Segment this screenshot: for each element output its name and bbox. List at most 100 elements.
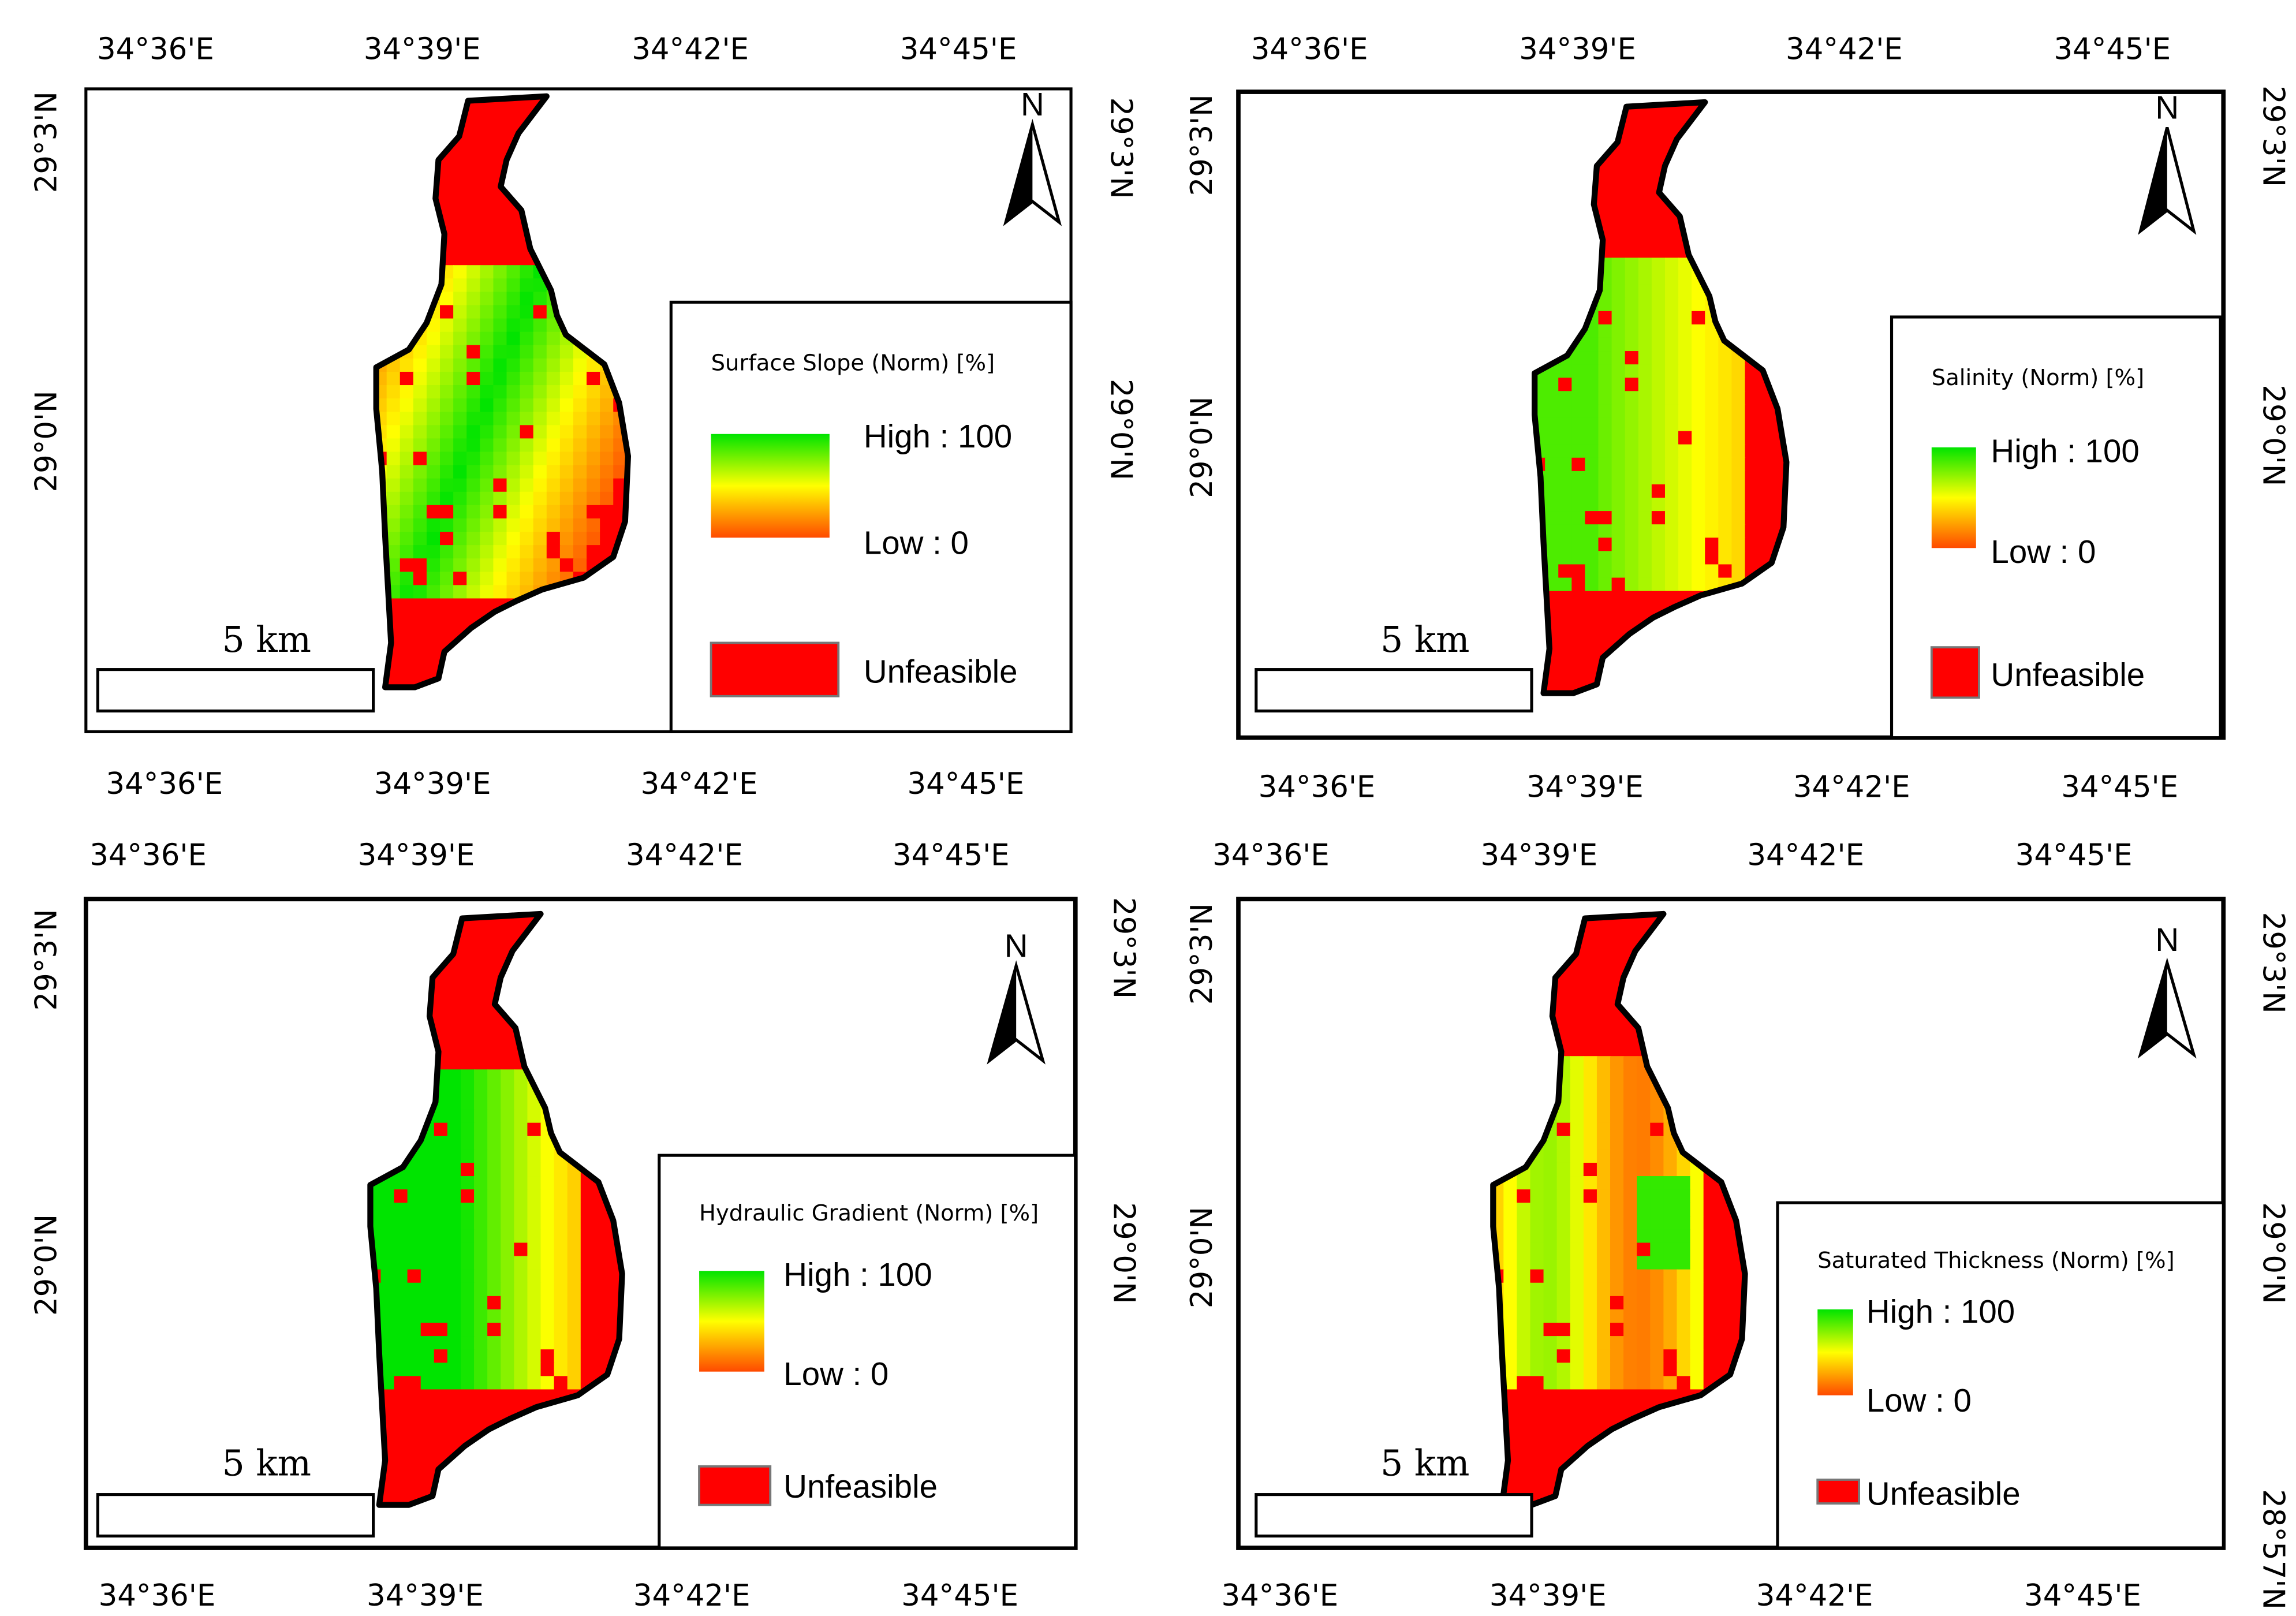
lon-tick-labels-top: 34°36'E 34°39'E 34°42'E 34°45'E [97, 32, 1017, 67]
lat-tick-labels-right: 29°3'N 29°0'N [1106, 897, 1141, 1304]
legend-high-label: High : 100 [1866, 1293, 2015, 1330]
scale-bar: 5 km [96, 619, 375, 713]
legend-unfeasible-label: Unfeasible [864, 654, 1018, 690]
panel-salinity: 34°36'E 34°39'E 34°42'E 34°45'E 34°36'E … [1185, 32, 2291, 805]
legend-unfeasible-swatch [1930, 646, 1980, 699]
legend: Hydraulic Gradient (Norm) [%] High : 100… [658, 1154, 1077, 1550]
lon-label-top: 34°39'E [1481, 838, 1598, 872]
legend: Saturated Thickness (Norm) [%] High : 10… [1776, 1201, 2225, 1550]
north-label: N [2155, 921, 2179, 958]
scale-bar-label: 5 km [1380, 1442, 1469, 1484]
lon-label-top: 34°45'E [2054, 32, 2171, 67]
lat-tick-labels-right: 29°3'N 29°0'N 28°57'N [2256, 912, 2291, 1610]
legend: Salinity (Norm) [%] High : 100 Low : 0 U… [1890, 315, 2222, 740]
lat-label-left: 29°3'N [29, 909, 64, 1010]
lon-label-bottom: 34°42'E [1793, 770, 1910, 804]
lon-tick-labels-top: 34°36'E 34°39'E 34°42'E 34°45'E [1251, 32, 2171, 67]
lat-label-right: 29°3'N [2256, 85, 2291, 187]
lon-label-top: 34°39'E [364, 32, 481, 67]
lon-label-top: 34°45'E [900, 32, 1017, 67]
north-arrow: N [2137, 921, 2197, 1059]
lon-tick-labels-top: 34°36'E 34°39'E 34°42'E 34°45'E [89, 838, 1009, 872]
lon-label-bottom: 34°39'E [367, 1578, 484, 1613]
lon-label-bottom: 34°39'E [1489, 1578, 1607, 1613]
lon-label-bottom: 34°39'E [1526, 770, 1644, 804]
scale-bar-label: 5 km [222, 1442, 311, 1484]
legend-unfeasible-label: Unfeasible [783, 1468, 938, 1505]
lat-tick-labels-left: 29°3'N 29°0'N [29, 91, 64, 492]
lat-tick-labels-left: 29°3'N 29°0'N [29, 909, 64, 1316]
legend-low-label: Low : 0 [783, 1356, 888, 1392]
lat-label-left: 29°0'N [1185, 1207, 1219, 1308]
legend-gradient-swatch [1817, 1309, 1853, 1395]
scale-bar-label: 5 km [1380, 619, 1469, 660]
legend-low-label: Low : 0 [864, 525, 969, 561]
lon-label-top: 34°45'E [2015, 838, 2133, 872]
lat-label-right: 29°3'N [2256, 912, 2291, 1014]
lon-label-bottom: 34°36'E [1259, 770, 1376, 804]
lon-tick-labels-bottom: 34°36'E 34°39'E 34°42'E 34°45'E [99, 1578, 1018, 1613]
lon-label-bottom: 34°45'E [2061, 770, 2178, 804]
legend-title: Hydraulic Gradient (Norm) [%] [699, 1200, 1039, 1226]
lat-label-right: 28°57'N [2256, 1489, 2291, 1610]
lon-label-top: 34°42'E [626, 838, 743, 872]
legend-unfeasible-swatch [710, 641, 840, 697]
north-arrow: N [2138, 89, 2197, 235]
lat-label-right: 29°3'N [1106, 897, 1141, 999]
north-arrow: N [987, 927, 1046, 1065]
lon-label-bottom: 34°45'E [908, 767, 1025, 801]
legend-high-label: High : 100 [783, 1256, 932, 1293]
north-label: N [1005, 927, 1028, 964]
legend-gradient-swatch [1931, 447, 1976, 548]
lon-label-bottom: 34°45'E [901, 1578, 1018, 1613]
lon-tick-labels-bottom: 34°36'E 34°39'E 34°42'E 34°45'E [106, 767, 1024, 801]
legend-title: Saturated Thickness (Norm) [%] [1817, 1248, 2174, 1274]
lon-label-bottom: 34°39'E [374, 767, 491, 801]
lat-label-left: 29°0'N [29, 391, 64, 492]
lon-label-top: 34°42'E [632, 32, 749, 67]
scale-bar-box [1255, 668, 1533, 713]
lat-label-left: 29°3'N [1185, 903, 1219, 1005]
legend-unfeasible-label: Unfeasible [1866, 1476, 2021, 1512]
lon-label-top: 34°36'E [1212, 838, 1330, 872]
lat-tick-labels-left: 29°3'N 29°0'N [1185, 94, 1219, 498]
legend-unfeasible-swatch [1816, 1479, 1861, 1505]
north-label: N [2155, 89, 2179, 125]
lon-label-top: 34°39'E [1519, 32, 1636, 67]
scale-bar: 5 km [96, 1442, 375, 1538]
legend-gradient-swatch [699, 1271, 764, 1372]
legend-unfeasible-label: Unfeasible [1991, 656, 2145, 693]
lon-label-bottom: 34°36'E [1221, 1578, 1338, 1613]
scale-bar-box [96, 1493, 375, 1538]
lat-tick-labels-right: 29°3'N 29°0'N [2256, 85, 2291, 486]
lat-label-left: 29°0'N [29, 1214, 64, 1316]
lat-label-right: 29°0'N [2256, 1202, 2291, 1304]
scale-bar-box [96, 668, 375, 713]
legend-title: Surface Slope (Norm) [%] [711, 350, 995, 376]
legend-low-label: Low : 0 [1991, 533, 2096, 570]
lat-label-right: 29°0'N [1106, 1202, 1141, 1304]
scale-bar-box [1255, 1493, 1533, 1538]
lon-label-bottom: 34°36'E [99, 1578, 216, 1613]
scale-bar: 5 km [1255, 1442, 1533, 1538]
lon-label-top: 34°39'E [358, 838, 475, 872]
lon-tick-labels-top: 34°36'E 34°39'E 34°42'E 34°45'E [1212, 838, 2132, 872]
lon-label-bottom: 34°36'E [106, 767, 223, 801]
lon-label-top: 34°45'E [893, 838, 1010, 872]
legend-title: Salinity (Norm) [%] [1932, 365, 2144, 391]
panel-surface-slope: 34°36'E 34°39'E 34°42'E 34°45'E 34°36'E … [29, 32, 1138, 802]
legend-high-label: High : 100 [864, 418, 1012, 454]
lon-label-top: 34°42'E [1747, 838, 1864, 872]
lat-tick-labels-right: 29°3'N 29°0'N [1103, 98, 1138, 480]
scale-bar: 5 km [1255, 619, 1533, 713]
lon-label-bottom: 34°42'E [633, 1578, 751, 1613]
lon-label-bottom: 34°42'E [641, 767, 758, 801]
legend-high-label: High : 100 [1991, 432, 2139, 469]
lon-label-bottom: 34°42'E [1756, 1578, 1873, 1613]
legend-gradient-swatch [711, 434, 830, 538]
lon-tick-labels-bottom: 34°36'E 34°39'E 34°42'E 34°45'E [1259, 770, 2178, 804]
legend-unfeasible-swatch [698, 1465, 772, 1506]
north-arrow: N [1003, 86, 1062, 226]
lat-label-left: 29°3'N [1185, 94, 1219, 196]
